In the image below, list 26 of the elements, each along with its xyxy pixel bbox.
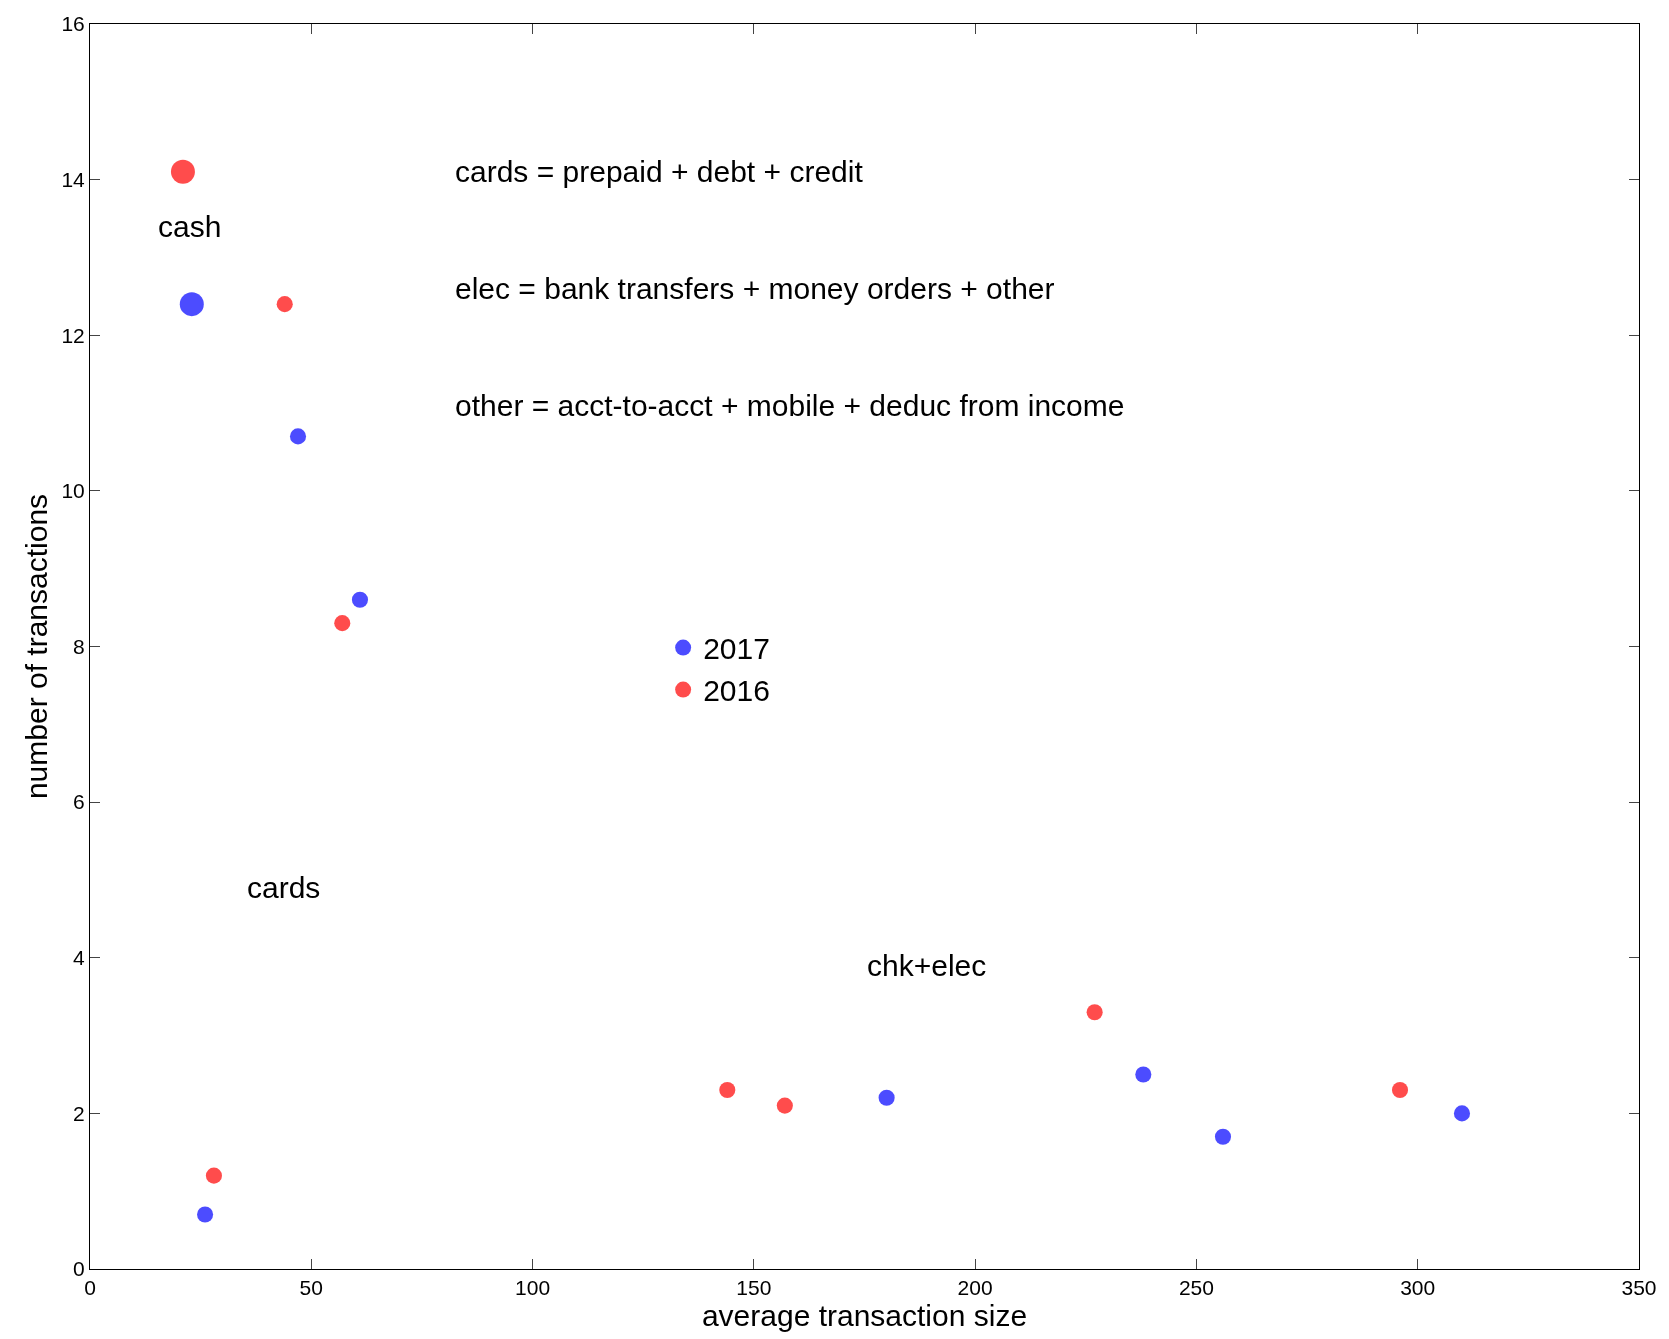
y-tick-label: 12 [61, 323, 85, 347]
y-tick-label: 16 [61, 12, 85, 36]
y-tick-label: 14 [61, 167, 86, 191]
x-tick-label: 150 [736, 1276, 772, 1300]
legend-label: 2016 [703, 674, 770, 708]
y-tick-label: 10 [61, 479, 85, 503]
annotation: cards [247, 871, 321, 904]
annotation: cards = prepaid + debt + credit [455, 155, 864, 188]
x-tick-label: 100 [515, 1276, 551, 1300]
y-tick-label: 4 [73, 946, 86, 970]
x-tick-label: 200 [957, 1276, 993, 1300]
y-tick-label: 6 [73, 790, 85, 814]
annotation: chk+elec [867, 949, 987, 982]
y-tick-label: 0 [73, 1257, 85, 1281]
annotation: cash [158, 210, 222, 243]
annotation: other = acct-to-acct + mobile + deduc from income [455, 389, 1125, 422]
x-axis-title: average transaction size [701, 1299, 1028, 1333]
y-tick-label: 8 [73, 634, 85, 658]
x-tick-label: 50 [299, 1276, 323, 1300]
legend-label: 2017 [703, 632, 770, 666]
x-tick-label: 350 [1621, 1276, 1657, 1300]
y-tick-label: 2 [73, 1101, 85, 1125]
annotation: elec = bank transfers + money orders + other [455, 272, 1055, 305]
y-axis-title: number of transactions [20, 493, 54, 800]
x-tick-label: 300 [1400, 1276, 1436, 1300]
x-tick-label: 250 [1178, 1276, 1214, 1300]
